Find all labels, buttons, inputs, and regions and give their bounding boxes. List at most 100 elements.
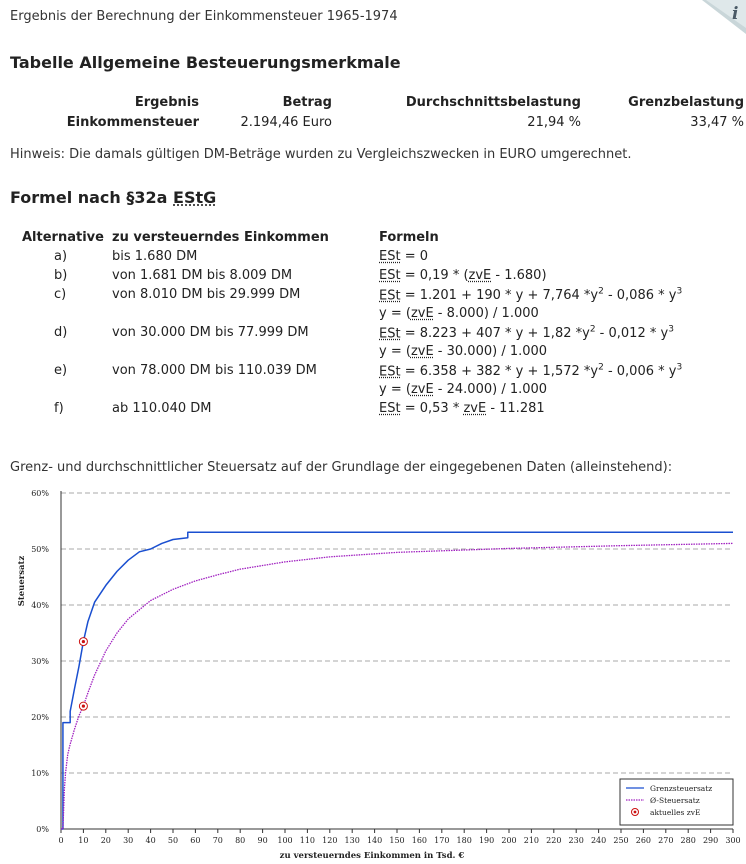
est-abbr[interactable]: ESt	[379, 364, 401, 380]
est-abbr[interactable]: ESt	[379, 268, 401, 283]
y-tick-label-1: 10%	[31, 769, 49, 778]
chart-markers	[78, 637, 88, 711]
est-abbr[interactable]: ESt	[379, 401, 401, 416]
x-tick-label-9: 90	[258, 836, 268, 845]
info-icon[interactable]: i	[702, 0, 746, 34]
chart-caption: Grenz- und durchschnittlicher Steuersatz…	[10, 460, 673, 475]
y-axis-label: Steuersatz	[17, 556, 27, 607]
x-tick-label-11: 110	[300, 836, 315, 845]
x-tick-label-22: 220	[546, 836, 561, 845]
page-heading: Ergebnis der Berechnung der Einkommenste…	[10, 9, 398, 24]
zve-abbr[interactable]: zvE	[463, 401, 487, 416]
estg-abbr[interactable]: EStG	[173, 188, 217, 207]
info-icon-glyph: i	[732, 4, 738, 24]
formula-line-4-0: ESt = 6.358 + 382 * y + 1,572 *y2 - 0,00…	[379, 363, 683, 380]
x-tick-label-29: 290	[703, 836, 718, 845]
formula-title-text: Formel nach §32a	[10, 188, 174, 207]
formula-income-3: von 30.000 DM bis 77.999 DM	[112, 325, 309, 340]
x-tick-label-12: 120	[322, 836, 337, 845]
x-tick-label-6: 60	[190, 836, 200, 845]
chart-series	[61, 531, 734, 830]
x-tick-label-25: 250	[613, 836, 628, 845]
table1-cell-grenz: 33,47 %	[690, 115, 744, 130]
formula-alt-4: e)	[54, 363, 68, 378]
formula-line-3-1: y = (zvE - 30.000) / 1.000	[379, 344, 548, 359]
x-tick-label-27: 270	[658, 836, 673, 845]
x-tick-label-16: 160	[412, 836, 427, 845]
formula-header-alternative: Alternative	[22, 230, 104, 245]
table1-header-grenz: Grenzbelastung	[628, 95, 744, 110]
table1-cell-durchschnitt: 21,94 %	[527, 115, 581, 130]
formula-header-income: zu versteuerndes Einkommen	[112, 230, 329, 245]
formula-line-3-0: ESt = 8.223 + 407 * y + 1,82 *y2 - 0,012…	[379, 325, 674, 342]
marker-dot-1	[81, 704, 85, 708]
y-tick-label-5: 50%	[31, 545, 49, 554]
x-tick-label-8: 80	[235, 836, 245, 845]
formula-alt-5: f)	[54, 401, 64, 416]
y-tick-label-0: 0%	[36, 825, 49, 834]
formula-title: Formel nach §32a EStG	[10, 188, 216, 207]
x-tick-label-30: 300	[725, 836, 740, 845]
formula-line-2-1: y = (zvE - 8.000) / 1.000	[379, 306, 539, 321]
chart-axes: 0% 10% 20% 30% 40% 50% 60% 0 10 20 30 40 50 60 70 80 90 1…	[17, 489, 741, 861]
series-line-1	[61, 542, 734, 830]
x-tick-label-18: 180	[457, 836, 472, 845]
formula-alt-0: a)	[54, 249, 68, 264]
formula-alt-3: d)	[54, 325, 68, 340]
table1-header-betrag: Betrag	[282, 95, 332, 110]
y-tick-label-4: 40%	[31, 601, 49, 610]
formula-header-formulas: Formeln	[379, 230, 439, 245]
formula-alt-2: c)	[54, 287, 67, 302]
formula-income-0: bis 1.680 DM	[112, 249, 198, 264]
x-tick-label-23: 230	[569, 836, 584, 845]
table1-title: Tabelle Allgemeine Besteuerungsmerkmale	[10, 53, 401, 72]
x-tick-label-4: 40	[146, 836, 156, 845]
x-tick-label-7: 70	[213, 836, 223, 845]
chart-legend: Grenzsteuersatz Ø-Steuersatz aktuelles zvE	[619, 778, 734, 826]
x-tick-label-15: 150	[389, 836, 404, 845]
zve-abbr[interactable]: zvE	[410, 344, 434, 359]
x-axis-label: zu versteuerndes Einkommen in Tsd. €	[280, 851, 465, 861]
legend-label-1: Ø-Steuersatz	[650, 796, 700, 805]
y-tick-label-2: 20%	[31, 713, 49, 722]
legend-marker-dot	[633, 810, 637, 814]
formula-income-2: von 8.010 DM bis 29.999 DM	[112, 287, 301, 302]
formula-alt-1: b)	[54, 268, 68, 283]
x-tick-label-28: 280	[681, 836, 696, 845]
x-tick-label-5: 50	[168, 836, 178, 845]
x-tick-label-20: 200	[501, 836, 516, 845]
legend-box	[619, 778, 734, 826]
x-tick-label-1: 10	[78, 836, 88, 845]
formula-line-0-0: ESt = 0	[379, 249, 429, 264]
est-abbr[interactable]: ESt	[379, 288, 401, 304]
est-abbr[interactable]: ESt	[379, 326, 401, 342]
zve-abbr[interactable]: zvE	[410, 382, 434, 397]
x-tick-label-24: 240	[591, 836, 606, 845]
x-tick-label-13: 130	[345, 836, 360, 845]
chart-grid	[61, 492, 733, 774]
formula-income-4: von 78.000 DM bis 110.039 DM	[112, 363, 317, 378]
formula-line-5-0: ESt = 0,53 * zvE - 11.281	[379, 401, 545, 416]
y-tick-label-3: 30%	[31, 657, 49, 666]
x-tick-label-3: 30	[123, 836, 133, 845]
zve-abbr[interactable]: zvE	[468, 268, 492, 283]
legend-label-marker: aktuelles zvE	[650, 808, 700, 817]
x-tick-label-26: 260	[636, 836, 651, 845]
x-tick-label-0: 0	[58, 836, 63, 845]
table1-header-ergebnis: Ergebnis	[134, 95, 199, 110]
formula-line-1-0: ESt = 0,19 * (zvE - 1.680)	[379, 268, 547, 283]
table1-header-durchschnitt: Durchschnittsbelastung	[405, 95, 581, 110]
est-abbr[interactable]: ESt	[379, 249, 401, 264]
formula-income-5: ab 110.040 DM	[112, 401, 212, 416]
x-tick-label-19: 190	[479, 836, 494, 845]
tax-rate-chart: 0% 10% 20% 30% 40% 50% 60% 0 10 20 30 40 50 60 70 80 90 1…	[17, 489, 741, 861]
formula-line-2-0: ESt = 1.201 + 190 * y + 7,764 *y2 - 0,08…	[379, 287, 683, 304]
y-tick-label-6: 60%	[31, 489, 49, 498]
formula-line-4-1: y = (zvE - 24.000) / 1.000	[379, 382, 548, 397]
x-tick-label-17: 170	[434, 836, 449, 845]
series-line-0	[61, 531, 733, 830]
formula-income-1: von 1.681 DM bis 8.009 DM	[112, 268, 293, 283]
marker-dot-0	[81, 639, 85, 644]
zve-abbr[interactable]: zvE	[410, 306, 434, 321]
x-tick-label-10: 100	[277, 836, 292, 845]
